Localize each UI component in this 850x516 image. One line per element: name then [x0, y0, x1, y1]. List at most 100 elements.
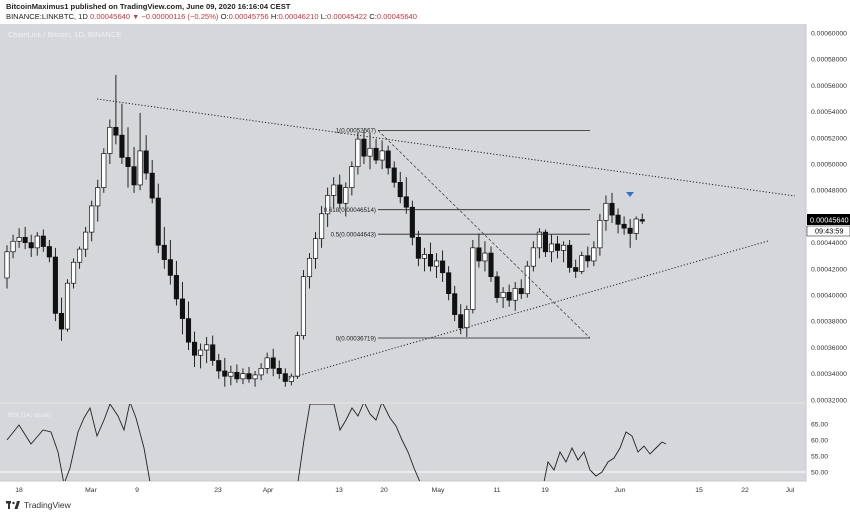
candle [561, 241, 567, 263]
price-tag: 0.00045640 09:43:59 [806, 214, 850, 237]
candle-body-up [343, 187, 349, 204]
candle-body-up [421, 254, 428, 259]
y-tick-label: 0.00056000 [811, 83, 847, 90]
candle [427, 242, 434, 272]
candle [4, 245, 10, 289]
candle-body-down [185, 318, 192, 343]
candle-body-down [415, 237, 421, 259]
rsi-tick-label: 55.00 [811, 454, 828, 461]
y-tick-label: 0.00054000 [811, 109, 847, 116]
candle-body-up [107, 126, 113, 154]
candle [319, 205, 325, 248]
candle-body-down [46, 246, 52, 258]
candle [179, 281, 186, 335]
candle [530, 241, 536, 272]
candle-body-down [621, 223, 627, 229]
candle [155, 183, 161, 254]
candle-body-up [300, 276, 307, 336]
candle [573, 259, 579, 278]
candle-body-down [403, 196, 409, 208]
price-chart[interactable]: ChainLink / Bitcoin, 1D, BINANCE 0.00060… [0, 0, 850, 497]
rsi-tick-label: 50.00 [811, 470, 828, 477]
low-value: 0.00045422 [327, 12, 368, 21]
candle [325, 187, 331, 227]
trendlines[interactable] [96, 98, 796, 379]
candle-body-down [52, 256, 58, 314]
x-tick-label: 18 [15, 487, 23, 494]
candle [609, 192, 615, 223]
candle [379, 140, 385, 170]
candle-body-down [506, 292, 512, 301]
candle [228, 365, 234, 386]
candle [252, 370, 258, 387]
down-arrow-icon: ▼ [132, 14, 140, 21]
candle-body-up [379, 150, 385, 161]
price-tag-value: 0.00045640 [810, 216, 849, 225]
candle-body-down [427, 254, 434, 267]
footer: TradingView [0, 497, 850, 516]
candle-body-up [579, 255, 585, 272]
fib-level-label: 0(0.00036719) [336, 335, 376, 342]
candle [421, 247, 428, 272]
candle [89, 200, 95, 242]
candle [585, 246, 591, 268]
candle [222, 357, 228, 387]
y-tick-label: 0.00038000 [811, 319, 847, 326]
header: BitcoinMaximus1 published on TradingView… [0, 0, 850, 24]
candle [198, 343, 204, 369]
open-label: O: [220, 12, 229, 21]
candle [119, 103, 125, 164]
candle [621, 216, 627, 235]
x-tick-label: 19 [541, 487, 549, 494]
price-tag-bg [807, 214, 850, 225]
candle [548, 234, 555, 263]
candle [470, 239, 476, 314]
candle [603, 195, 609, 231]
candle [506, 284, 512, 307]
candle [167, 239, 173, 285]
x-tick-label: 23 [214, 487, 222, 494]
y-tick-label: 0.00034000 [811, 371, 847, 378]
candle-body-down [131, 166, 137, 186]
y-tick-label: 0.00060000 [811, 31, 847, 38]
candle-body-up [77, 248, 83, 263]
candle-body-up [204, 344, 210, 351]
candle-body-up [306, 257, 313, 278]
candle [373, 139, 379, 164]
candle [458, 304, 464, 335]
fib-retracement[interactable]: 1(0.00052567) 0.618(0.00046514) 0.5(0.0004… [324, 128, 591, 343]
candle-body-up [524, 265, 530, 295]
candle [149, 160, 155, 204]
candle-body-up [530, 247, 536, 267]
candle [452, 285, 458, 322]
rsi-tick-label: 65.00 [811, 422, 828, 429]
candle [294, 331, 300, 379]
candle [488, 246, 494, 282]
tradingview-logo[interactable]: TradingView [6, 500, 71, 510]
candle-body-down [494, 276, 500, 298]
y-tick-label: 0.00058000 [811, 57, 847, 64]
candle [337, 174, 343, 209]
ohlc-line: BINANCE:LINKBTC, 1D 0.00045640 ▼ −0.0000… [6, 12, 417, 21]
price-change: −0.00000116 (−0.25%) [141, 12, 219, 21]
candle-body-down [149, 172, 155, 199]
candle-body-up [464, 309, 470, 329]
x-tick-label: May [432, 487, 445, 494]
candle [107, 119, 113, 164]
candle-body-down [167, 259, 173, 276]
candle-body-down [222, 370, 228, 377]
candle-body-down [40, 235, 46, 247]
candle [143, 135, 149, 180]
candle [554, 236, 561, 259]
candle-body-up [561, 244, 567, 251]
price-axis [806, 24, 850, 482]
candle-body-down [282, 373, 288, 382]
candle [391, 161, 397, 188]
candles-group [4, 74, 645, 387]
candle-body-up [83, 231, 89, 250]
candle [83, 226, 89, 258]
candle-body-up [331, 184, 337, 196]
symbol-label: BINANCE:LINKBTC, 1D [6, 12, 88, 21]
candle-body-down [609, 202, 615, 216]
countdown-bg [806, 225, 850, 237]
